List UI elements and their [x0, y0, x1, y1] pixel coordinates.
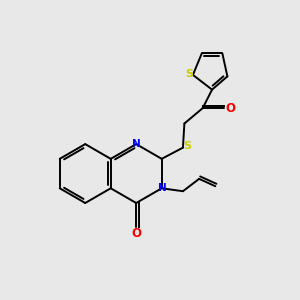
Text: N: N [132, 139, 141, 148]
Text: O: O [225, 102, 235, 115]
Text: O: O [131, 227, 141, 240]
Text: N: N [158, 183, 167, 193]
Text: S: S [183, 141, 191, 151]
Text: S: S [185, 69, 194, 79]
